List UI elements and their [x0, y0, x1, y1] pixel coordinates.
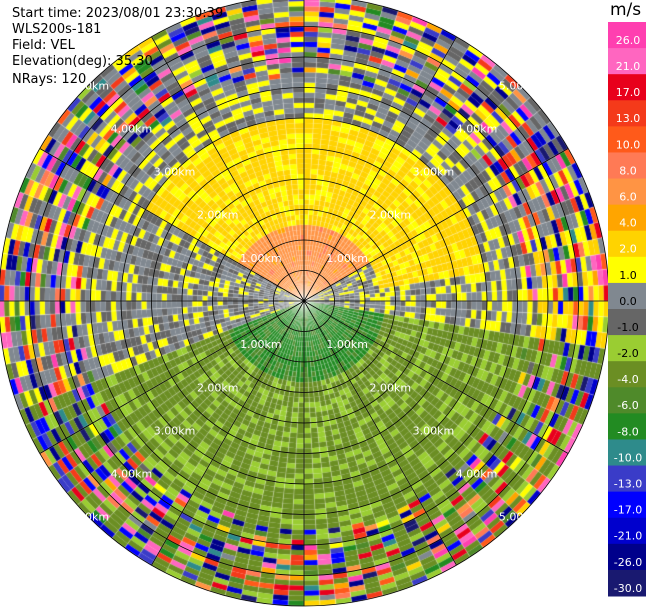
ring-label-4-1: 5.00km: [499, 79, 541, 92]
azimuth-spoke-4: [303, 300, 569, 454]
colorbar-tick-1: 21.0: [616, 60, 641, 73]
ring-label-3-0: 4.00km: [111, 122, 153, 135]
colorbar-tick-19: -21.0: [614, 530, 642, 543]
colorbar-bin-16: [608, 439, 646, 467]
colorbar-tick-15: -8.0: [617, 425, 638, 438]
colorbar-bin-5: [608, 152, 646, 180]
colorbar-tick-9: 1.0: [619, 269, 637, 282]
colorbar-tick-20: -26.0: [614, 556, 642, 569]
ring-label-2-0: 3.00km: [154, 166, 196, 179]
azimuth-spoke-5: [303, 300, 457, 566]
colorbar-tick-12: -2.0: [617, 347, 638, 360]
ring-label-3-2: 4.00km: [456, 468, 498, 481]
ring-label-1-0: 2.00km: [197, 209, 239, 222]
azimuth-spoke-10: [39, 148, 305, 302]
ring-label-0-3: 1.00km: [240, 338, 282, 351]
ring-label-1-2: 2.00km: [369, 381, 411, 394]
ring-label-2-3: 3.00km: [154, 424, 196, 437]
colorbar-tick-6: 6.0: [619, 191, 637, 204]
ring-label-3-1: 4.00km: [456, 122, 498, 135]
colorbar-tick-13: -4.0: [617, 373, 638, 386]
colorbar-bin-2: [608, 74, 646, 101]
ring-label-4-3: 5.00km: [68, 511, 110, 524]
ring-label-4-2: 5.00km: [499, 511, 541, 524]
colorbar: 26.0 21.0 17.0 13.0 10.0 8.0 6.0 4.0 2.0 1.0 0.0 -1…: [608, 22, 646, 597]
colorbar-unit-label: m/s: [610, 0, 642, 20]
colorbar-tick-21: -30.0: [614, 582, 642, 595]
colorbar-tick-5: 8.0: [619, 164, 637, 177]
ring-label-1-3: 2.00km: [197, 381, 239, 394]
colorbar-bin-10: [608, 282, 646, 310]
colorbar-bin-8: [608, 230, 646, 258]
colorbar-bin-1: [608, 48, 646, 75]
ring-labels: 1.00km 1.00km 1.00km 1.00km 2.00km 2.00km 2.00…: [68, 79, 541, 523]
ring-label-4-0: 5.00km: [68, 79, 110, 92]
colorbar-tick-16: -10.0: [614, 451, 642, 464]
azimuth-spoke-1: [303, 36, 457, 302]
colorbar-bin-7: [608, 204, 646, 232]
colorbar-bin-13: [608, 361, 646, 388]
colorbar-tick-10: 0.0: [619, 295, 637, 308]
colorbar-tick-14: -6.0: [617, 399, 638, 412]
ring-label-1-1: 2.00km: [369, 209, 411, 222]
ring-label-0-2: 1.00km: [326, 338, 368, 351]
colorbar-bin-6: [608, 178, 646, 206]
colorbar-bin-18: [608, 491, 646, 519]
nrays-label: NRays: 120: [12, 72, 87, 87]
colorbar-bin-15: [608, 413, 646, 440]
colorbar-bin-0: [608, 22, 646, 49]
azimuth-spoke-2: [303, 148, 569, 302]
colorbar-bin-17: [608, 465, 646, 493]
colorbar-bin-14: [608, 387, 646, 414]
instrument-label: WLS200s-181: [12, 22, 102, 37]
colorbar-tick-11: -1.0: [617, 321, 638, 334]
colorbar-tick-7: 4.0: [619, 217, 637, 230]
azimuth-spoke-11: [151, 36, 305, 302]
colorbar-bin-12: [608, 335, 646, 362]
ring-label-2-1: 3.00km: [413, 166, 455, 179]
colorbar-bin-9: [608, 256, 646, 284]
colorbar-tick-0: 26.0: [616, 34, 641, 47]
colorbar-tick-17: -13.0: [614, 478, 642, 491]
colorbar-bin-21: [608, 569, 646, 597]
colorbar-bin-4: [608, 126, 646, 153]
colorbar-tick-18: -17.0: [614, 504, 642, 517]
colorbar-bin-19: [608, 517, 646, 545]
azimuth-spoke-8: [39, 300, 305, 454]
colorbar-tick-4: 10.0: [616, 138, 641, 151]
polar-grid: [0, 0, 610, 607]
ring-label-3-3: 4.00km: [111, 468, 153, 481]
colorbar-tick-3: 13.0: [616, 112, 641, 125]
ring-label-2-2: 3.00km: [413, 424, 455, 437]
azimuth-spoke-7: [151, 300, 305, 566]
elevation-label: Elevation(deg): 35.30: [12, 54, 153, 69]
colorbar-tick-2: 17.0: [616, 86, 641, 99]
ring-label-0-1: 1.00km: [326, 252, 368, 265]
colorbar-tick-8: 2.0: [619, 243, 637, 256]
colorbar-bin-3: [608, 100, 646, 127]
colorbar-bin-20: [608, 543, 646, 571]
ring-label-0-0: 1.00km: [240, 252, 282, 265]
colorbar-bin-11: [608, 309, 646, 336]
field-label: Field: VEL: [12, 38, 75, 53]
start-time-label: Start time: 2023/08/01 23:30:39: [12, 6, 224, 21]
